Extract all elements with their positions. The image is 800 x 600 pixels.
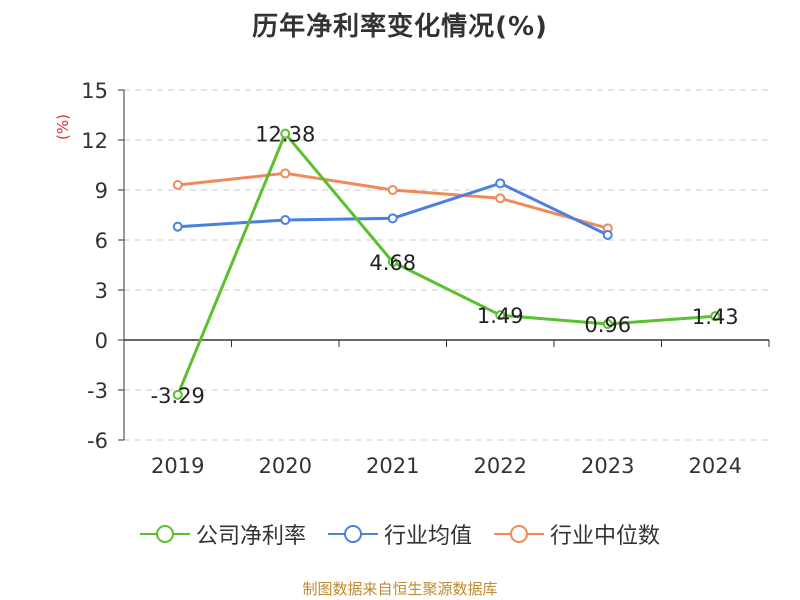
data-point: [387, 213, 398, 224]
y-axis-unit-label: (%): [54, 114, 72, 140]
x-tick-label: 2023: [581, 454, 634, 478]
series-line: [176, 132, 716, 396]
data-point: [172, 221, 183, 232]
legend-line-marker-icon: [327, 525, 378, 543]
data-point: [172, 180, 183, 190]
x-tick-label: 2021: [366, 454, 419, 478]
legend-line-marker-icon: [494, 525, 544, 543]
data-point: [495, 178, 506, 189]
legend-line-marker-icon: [139, 525, 190, 543]
data-point: [495, 193, 506, 204]
data-label: 12.38: [255, 123, 315, 147]
series: [172, 128, 721, 400]
data-label: 1.49: [477, 304, 524, 328]
y-tick-label: -3: [87, 379, 108, 403]
grid-lines: [124, 89, 769, 441]
data-label: -3.29: [151, 384, 205, 408]
chart-title: 历年净利率变化情况(%): [252, 12, 548, 42]
x-tick-label: 2024: [689, 454, 742, 478]
y-tick-label: 9: [95, 179, 108, 203]
data-label: 1.43: [692, 305, 739, 329]
x-tick-label: 2019: [151, 454, 204, 478]
data-point: [495, 310, 506, 321]
data-source-note: 制图数据来自恒生聚源数据库: [302, 580, 498, 598]
data-point: [172, 389, 183, 400]
y-tick-label: 6: [95, 229, 108, 253]
data-label: 4.68: [369, 251, 416, 275]
legend: 公司净利率 行业均值 行业中位数: [0, 518, 800, 550]
data-point: [387, 257, 398, 267]
legend-item-company[interactable]: 公司净利率: [139, 518, 306, 550]
data-point: [280, 128, 291, 139]
legend-item-industry-mean[interactable]: 行业均值: [327, 518, 472, 550]
data-point: [280, 215, 291, 225]
legend-label-company: 公司净利率: [195, 524, 306, 549]
y-tick-label: 3: [95, 279, 108, 303]
x-tick-label: 2020: [259, 454, 312, 478]
y-tick-label: -6: [87, 429, 108, 453]
data-point: [602, 319, 613, 329]
legend-label-industry-median: 行业中位数: [550, 524, 661, 549]
data-label: 0.96: [584, 313, 631, 337]
axes: 15 12 9 6 3 0 -3 -6 2019 2020 2021 2022 2023 2024 (%): [54, 79, 770, 478]
y-tick-label: 12: [81, 129, 108, 153]
data-point: [602, 230, 613, 240]
x-tick-label: 2022: [474, 454, 527, 478]
data-labels: -3.29 12.38 4.68 1.49 0.96 1.43: [151, 123, 739, 408]
data-point: [387, 185, 398, 195]
data-point: [280, 168, 291, 179]
y-tick-label: 15: [81, 79, 108, 103]
y-tick-label: 0: [95, 329, 108, 353]
legend-label-industry-mean: 行业均值: [383, 524, 472, 549]
data-point: [710, 311, 721, 322]
legend-item-industry-median[interactable]: 行业中位数: [494, 518, 660, 550]
